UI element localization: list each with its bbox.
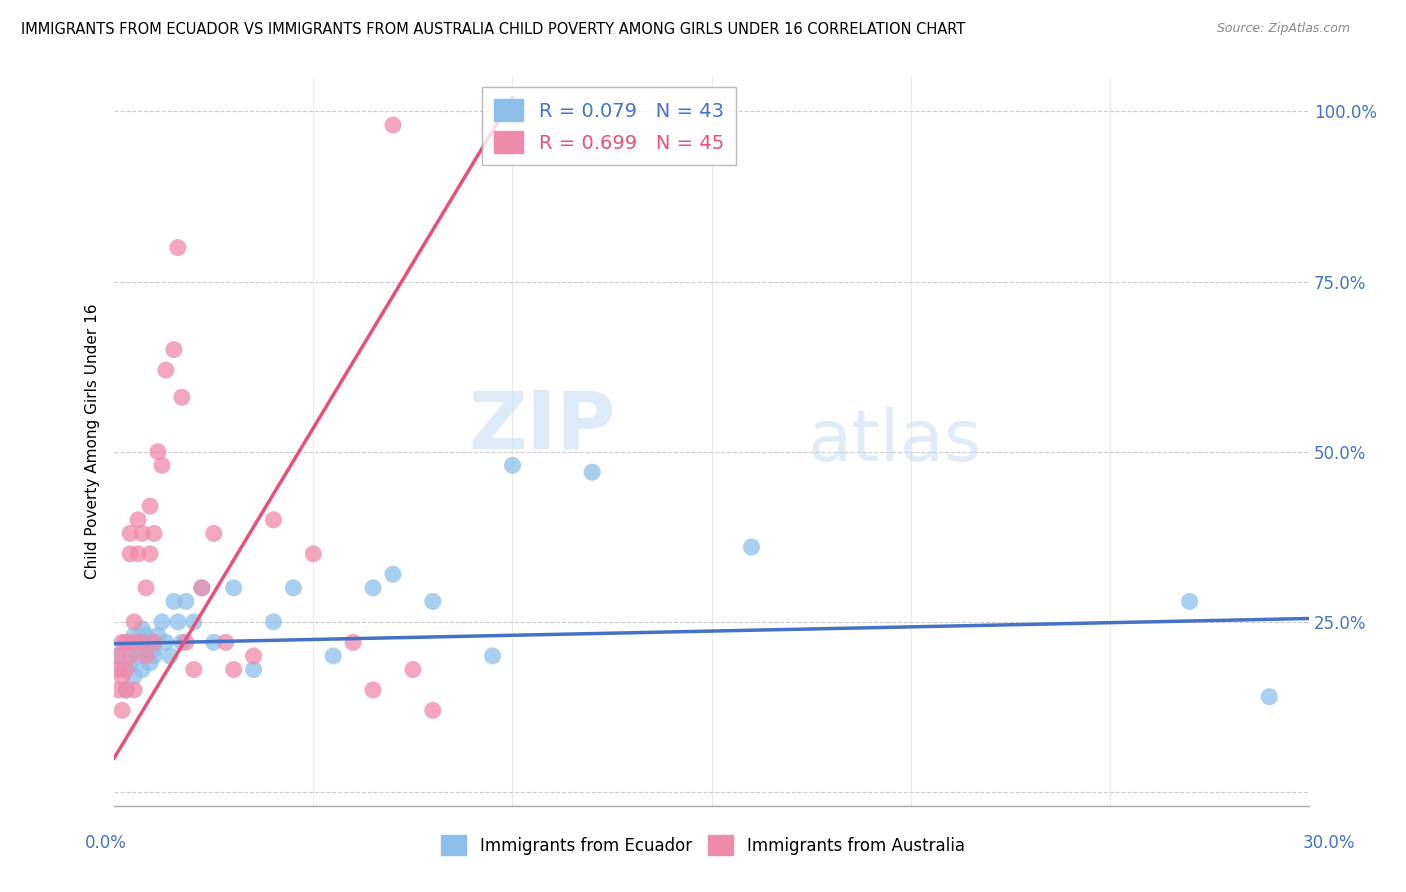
Point [263,513,285,527]
Point [222,663,245,677]
Point [143,526,166,541]
Point [111,703,134,717]
Y-axis label: Child Poverty Among Girls Under 16: Child Poverty Among Girls Under 16 [86,304,100,579]
Point [146,444,169,458]
Text: ZIP: ZIP [468,388,616,466]
Point [283,581,305,595]
Point [122,635,145,649]
Point [127,547,149,561]
Point [107,663,129,677]
Point [115,635,138,649]
Point [127,648,149,663]
Point [1178,594,1201,608]
Point [122,615,145,629]
Point [222,581,245,595]
Text: atlas: atlas [807,407,981,476]
Point [127,513,149,527]
Point [191,581,214,595]
Point [111,635,134,649]
Point [155,363,177,377]
Point [139,635,162,649]
Point [135,642,157,657]
Point [120,547,142,561]
Point [135,628,157,642]
Point [581,465,603,479]
Point [191,581,214,595]
Point [120,642,142,657]
Point [139,547,162,561]
Point [139,656,162,670]
Point [174,594,197,608]
Point [150,615,173,629]
Point [382,118,405,132]
Point [174,635,197,649]
Point [139,499,162,513]
Point [155,635,177,649]
Point [143,648,166,663]
Point [120,648,142,663]
Point [107,648,129,663]
Point [422,594,444,608]
Point [322,648,344,663]
Point [122,682,145,697]
Point [131,622,153,636]
Point [361,581,384,595]
Text: IMMIGRANTS FROM ECUADOR VS IMMIGRANTS FROM AUSTRALIA CHILD POVERTY AMONG GIRLS U: IMMIGRANTS FROM ECUADOR VS IMMIGRANTS FR… [21,22,966,37]
Point [120,526,142,541]
Point [342,635,364,649]
Point [382,567,405,582]
Point [120,656,142,670]
Point [263,615,285,629]
Legend: Immigrants from Ecuador, Immigrants from Australia: Immigrants from Ecuador, Immigrants from… [434,829,972,862]
Point [242,648,264,663]
Point [111,663,134,677]
Point [115,682,138,697]
Point [131,663,153,677]
Point [242,663,264,677]
Point [143,642,166,657]
Point [107,682,129,697]
Point [150,458,173,473]
Text: Source: ZipAtlas.com: Source: ZipAtlas.com [1216,22,1350,36]
Point [361,682,384,697]
Point [163,343,186,357]
Point [215,635,238,649]
Point [422,703,444,717]
Point [202,635,225,649]
Text: 30.0%: 30.0% [1302,834,1355,852]
Point [131,635,153,649]
Point [115,635,138,649]
Point [131,526,153,541]
Point [167,241,190,255]
Point [1258,690,1281,704]
Point [159,648,181,663]
Point [115,663,138,677]
Point [302,547,325,561]
Point [146,628,169,642]
Point [501,458,523,473]
Point [170,635,193,649]
Point [170,390,193,404]
Point [107,648,129,663]
Point [163,594,186,608]
Point [202,526,225,541]
Point [135,648,157,663]
Point [167,615,190,629]
Point [115,682,138,697]
Point [127,635,149,649]
Point [183,615,205,629]
Legend: R = 0.079   N = 43, R = 0.699   N = 45: R = 0.079 N = 43, R = 0.699 N = 45 [482,87,735,165]
Point [122,669,145,683]
Point [143,635,166,649]
Point [135,581,157,595]
Point [111,669,134,683]
Point [481,648,503,663]
Point [183,663,205,677]
Point [122,628,145,642]
Point [402,663,425,677]
Text: 0.0%: 0.0% [84,834,127,852]
Point [740,540,762,554]
